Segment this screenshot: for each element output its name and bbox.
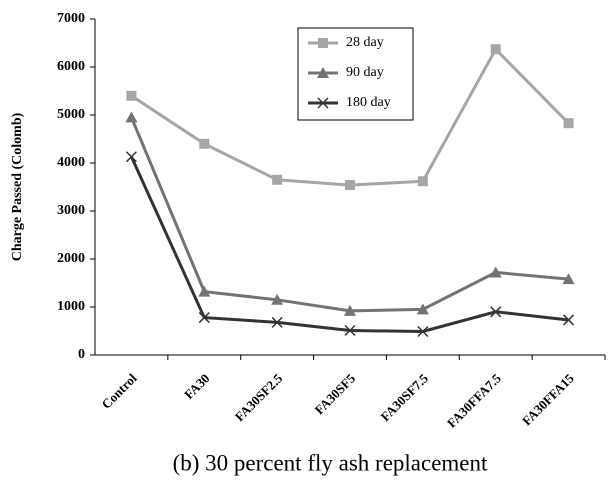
x-tick-label: FA30FFA15 — [519, 370, 577, 428]
data-point — [344, 304, 356, 316]
x-tick-label: FA30SF2.5 — [232, 370, 286, 424]
data-point — [416, 303, 429, 315]
data-point — [563, 314, 575, 326]
x-tick-label: FA30SF5 — [312, 370, 359, 417]
y-tick-label: 3000 — [57, 203, 85, 218]
data-point — [272, 174, 283, 185]
data-point — [199, 138, 210, 149]
data-point — [562, 273, 575, 285]
y-tick-label: 4000 — [57, 155, 85, 170]
data-point — [126, 90, 137, 101]
y-tick-label: 6000 — [57, 59, 85, 74]
data-point — [345, 180, 355, 191]
data-point — [198, 312, 210, 324]
x-tick-label: FA30SF7.5 — [377, 370, 431, 424]
y-tick-label: 1000 — [57, 299, 85, 314]
chart-caption: (b) 30 percent fly ash replacement — [173, 450, 488, 475]
data-point — [489, 266, 502, 278]
data-point — [271, 316, 283, 328]
x-tick-label: FA30 — [181, 371, 212, 402]
y-axis-label: Charge Passed (Colomb) — [10, 112, 25, 261]
data-point — [125, 111, 138, 123]
x-tick-label: FA30FFA7.5 — [444, 370, 504, 430]
y-tick-label: 7000 — [57, 11, 85, 26]
legend-label: 28 day — [346, 35, 384, 50]
data-point — [125, 151, 137, 163]
legend-marker — [317, 97, 329, 109]
data-point — [417, 325, 429, 338]
series-line — [130, 116, 569, 313]
y-tick-label: 5000 — [57, 107, 85, 122]
legend-label: 180 day — [346, 95, 391, 110]
data-point — [563, 118, 574, 129]
x-tick-label: Control — [99, 370, 140, 411]
data-point — [490, 44, 501, 55]
data-point — [490, 306, 502, 318]
data-point — [271, 293, 284, 305]
y-tick-label: 0 — [78, 347, 85, 362]
data-point — [198, 285, 211, 297]
legend-marker — [318, 38, 328, 48]
y-tick-label: 2000 — [57, 251, 85, 266]
legend-marker — [317, 67, 329, 78]
legend-label: 90 day — [346, 65, 384, 80]
data-point — [344, 324, 356, 337]
data-point — [417, 176, 428, 187]
